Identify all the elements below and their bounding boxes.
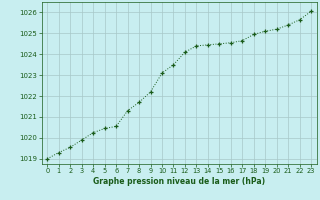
X-axis label: Graphe pression niveau de la mer (hPa): Graphe pression niveau de la mer (hPa) (93, 177, 265, 186)
